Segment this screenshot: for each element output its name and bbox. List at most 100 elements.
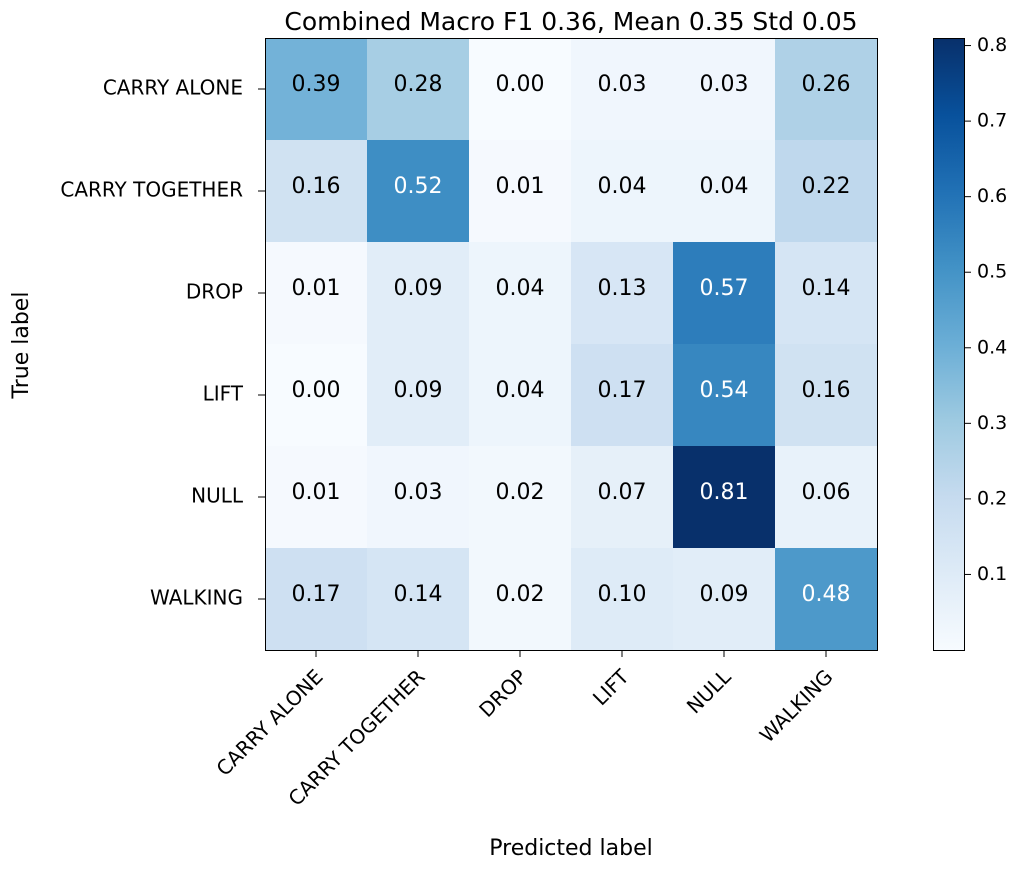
heatmap-cell: [673, 446, 776, 549]
heatmap-cell: [265, 140, 368, 243]
x-tick-label: LIFT: [588, 664, 634, 710]
heatmap-cell: [571, 140, 674, 243]
cell-value-label: 0.48: [802, 582, 851, 607]
heatmap-cell: [469, 344, 572, 447]
y-tick-label: WALKING: [150, 586, 243, 610]
cell-value-label: 0.00: [496, 72, 545, 97]
cell-value-label: 0.04: [700, 174, 749, 199]
cell-value-label: 0.01: [292, 480, 341, 505]
cell-value-label: 0.02: [496, 480, 545, 505]
plot-frame: [265, 38, 878, 651]
heatmap-cell: [673, 242, 776, 345]
cell-value-label: 0.39: [292, 72, 341, 97]
cell-value-label: 0.81: [700, 480, 749, 505]
heatmap-cell: [775, 548, 878, 651]
cell-value-label: 0.01: [292, 276, 341, 301]
cell-value-label: 0.09: [700, 582, 749, 607]
heatmap-cell: [265, 38, 368, 141]
cell-value-label: 0.00: [292, 378, 341, 403]
cell-value-label: 0.17: [292, 582, 341, 607]
colorbar-tick-label: 0.6: [977, 185, 1007, 207]
x-tick-label: WALKING: [755, 665, 838, 748]
colorbar-tick-label: 0.3: [977, 412, 1007, 434]
cell-value-label: 0.04: [496, 378, 545, 403]
colorbar: [933, 38, 965, 651]
cell-value-label: 0.54: [700, 378, 749, 403]
cell-value-label: 0.52: [394, 174, 443, 199]
heatmap-cell: [775, 38, 878, 141]
cell-value-label: 0.10: [598, 582, 647, 607]
heatmap-cell: [775, 344, 878, 447]
cell-value-label: 0.01: [496, 174, 545, 199]
colorbar-tick-label: 0.1: [977, 563, 1007, 585]
cell-value-label: 0.07: [598, 480, 647, 505]
cell-value-label: 0.04: [598, 174, 647, 199]
cell-value-label: 0.03: [394, 480, 443, 505]
cell-value-label: 0.14: [394, 582, 443, 607]
heatmap-cell: [571, 242, 674, 345]
cell-value-label: 0.03: [598, 72, 647, 97]
heatmap-cell: [265, 548, 368, 651]
heatmap-cell: [775, 242, 878, 345]
heatmap-cell: [469, 242, 572, 345]
cell-value-label: 0.26: [802, 72, 851, 97]
heatmap-cell: [469, 38, 572, 141]
heatmap-cell: [265, 446, 368, 549]
heatmap-cell: [775, 446, 878, 549]
x-tick-label: NULL: [682, 664, 736, 718]
y-tick-label: NULL: [191, 484, 244, 508]
y-tick-label: CARRY TOGETHER: [60, 178, 243, 202]
heatmap-cells: 0.39 0.28 0.00 0.03 0.03 0.26 0.16 0.52 0.01 0.04…: [265, 38, 878, 651]
y-tick-label: CARRY ALONE: [103, 76, 243, 100]
heatmap-cell: [775, 140, 878, 243]
heatmap-cell: [571, 446, 674, 549]
heatmap-cell: [367, 242, 470, 345]
x-axis-label: Predicted label: [489, 836, 652, 861]
cell-value-label: 0.28: [394, 72, 443, 97]
colorbar-tick-label: 0.5: [977, 261, 1007, 283]
cell-value-label: 0.04: [496, 276, 545, 301]
heatmap-cell: [367, 548, 470, 651]
heatmap-cell: [571, 344, 674, 447]
cell-value-label: 0.09: [394, 378, 443, 403]
heatmap-cell: [469, 548, 572, 651]
heatmap-cell: [673, 140, 776, 243]
y-tick-label: DROP: [186, 280, 243, 304]
heatmap-cell: [673, 548, 776, 651]
cell-value-label: 0.09: [394, 276, 443, 301]
cell-value-label: 0.17: [598, 378, 647, 403]
chart-title: Combined Macro F1 0.36, Mean 0.35 Std 0.…: [284, 7, 857, 36]
x-tick-label: CARRY ALONE: [211, 665, 327, 781]
cell-value-label: 0.22: [802, 174, 851, 199]
y-axis-label: True label: [9, 292, 34, 400]
heatmap-cell: [367, 344, 470, 447]
x-tick-label: DROP: [474, 665, 531, 722]
heatmap-cell: [265, 242, 368, 345]
heatmap-cell: [367, 38, 470, 141]
heatmap-cell: [367, 140, 470, 243]
heatmap-cell: [367, 446, 470, 549]
y-tick-label: LIFT: [203, 382, 244, 406]
cell-value-label: 0.16: [802, 378, 851, 403]
cell-value-label: 0.02: [496, 582, 545, 607]
cell-value-label: 0.14: [802, 276, 851, 301]
cell-value-label: 0.57: [700, 276, 749, 301]
heatmap-cell: [571, 548, 674, 651]
cell-value-label: 0.13: [598, 276, 647, 301]
heatmap-cell: [469, 446, 572, 549]
cell-value-label: 0.06: [802, 480, 851, 505]
heatmap-cell: [571, 38, 674, 141]
heatmap-cell: [673, 38, 776, 141]
colorbar-ticks: 0.1 0.2 0.3 0.4 0.5 0.6 0.7 0.8: [964, 34, 1007, 585]
cell-value-label: 0.03: [700, 72, 749, 97]
colorbar-tick-label: 0.4: [977, 336, 1007, 358]
colorbar-tick-label: 0.8: [977, 34, 1007, 56]
colorbar-tick-label: 0.2: [977, 487, 1007, 509]
cell-value-label: 0.16: [292, 174, 341, 199]
heatmap-cell: [673, 344, 776, 447]
y-axis-ticks: CARRY ALONE CARRY TOGETHER DROP LIFT NULL WAL…: [60, 76, 265, 610]
heatmap-cell: [265, 344, 368, 447]
heatmap-cell: [469, 140, 572, 243]
